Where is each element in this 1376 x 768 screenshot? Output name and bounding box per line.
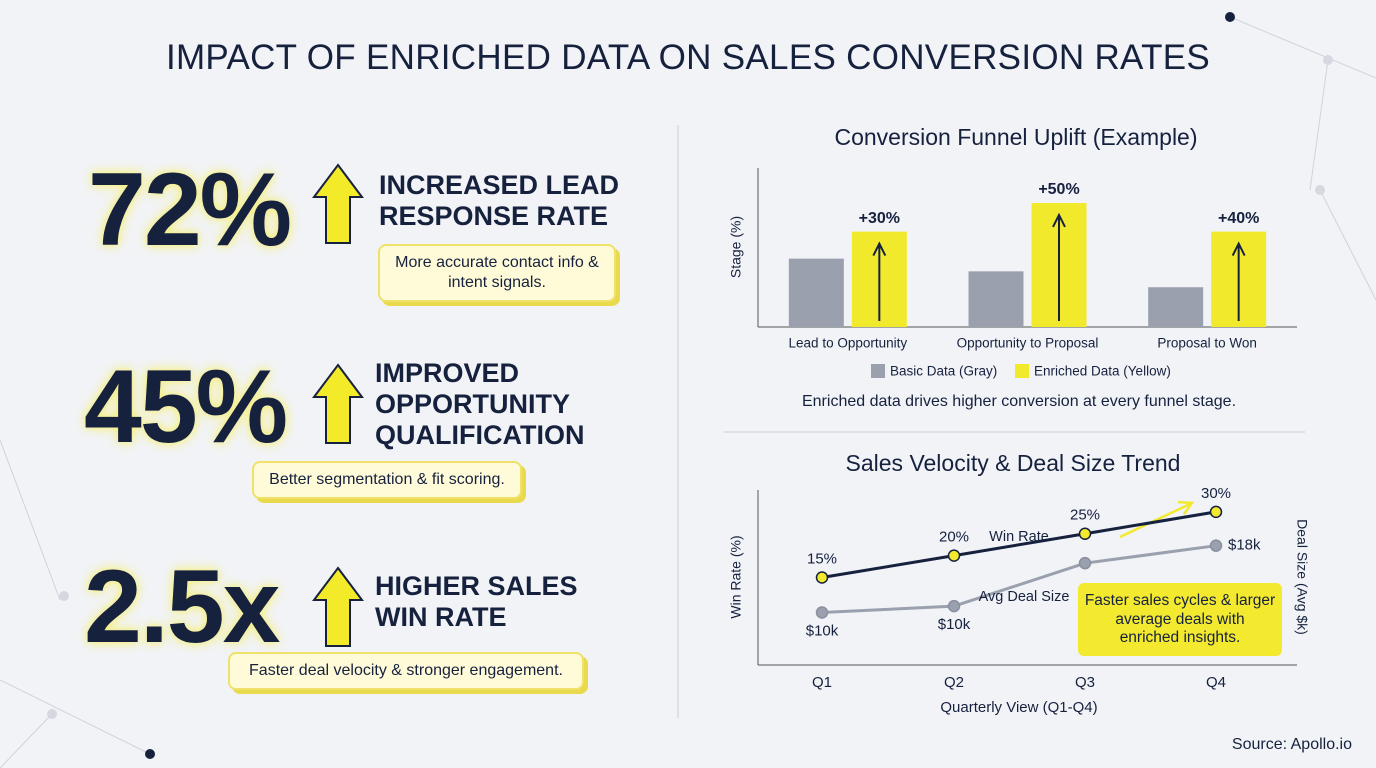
source: Source: Apollo.io [1231,736,1352,753]
stat-heading: RESPONSE RATE [379,201,609,231]
point [1209,539,1223,552]
bar-arrow [1052,212,1066,321]
series-label: Avg Deal Size [979,589,1070,605]
stat-heading: INCREASED LEAD [379,170,620,200]
decor-dots [47,12,1333,759]
stat-note: More accurate contact info & intent sign… [378,244,616,302]
value-label: $10k [938,616,971,633]
x-tick-label: Q3 [1075,674,1095,691]
callout: Faster sales cycles & larger average dea… [1078,583,1282,656]
x-tick-label: Lead to Opportunity [789,336,908,351]
value-label: $18k [1228,537,1261,554]
chart-caption: Enriched data drives higher conversion a… [802,393,1236,410]
legend-label: Basic Data (Gray) [890,364,997,379]
bar-annotation: +30% [859,210,900,227]
bar [788,258,844,327]
decor [0,16,1376,768]
series-label: Win Rate [989,529,1049,545]
bar-arrow [872,241,887,321]
point [947,599,961,613]
up-arrow [312,363,364,444]
legend-swatch [871,364,885,378]
point [815,606,829,619]
value-label: 20% [939,529,969,546]
stat-heading: OPPORTUNITY [375,389,571,419]
value-label: 30% [1201,485,1231,502]
y-axis-label: Win Rate (%) [728,535,744,618]
stat-heading: QUALIFICATION [375,420,585,450]
stat-note: Faster deal velocity & stronger engageme… [228,652,584,690]
point [1209,505,1223,519]
value-label: $10k [806,622,839,639]
stat-heading: IMPROVED [375,358,520,388]
bar-arrow [1231,241,1246,321]
value-label: 15% [807,550,837,567]
up-arrow [312,566,364,647]
x-tick-label: Proposal to Won [1157,336,1257,351]
stat-value: 2.5x [84,549,280,665]
page-title: IMPACT OF ENRICHED DATA ON SALES CONVERS… [165,38,1211,77]
up-arrow [312,163,364,244]
stat-note: Better segmentation & fit scoring. [252,461,522,499]
bar-annotation: +40% [1218,210,1259,227]
x-tick-label: Q4 [1206,674,1226,691]
point [1078,527,1092,540]
x-tick-label: Q2 [944,674,964,691]
point [815,571,829,584]
point [947,549,961,562]
stat-value: 72% [88,152,292,268]
stat-heading: HIGHER SALES [375,571,578,601]
y2-axis-label: Deal Size (Avg $k) [1294,519,1310,635]
series-line [821,510,1217,579]
chart-title: Sales Velocity & Deal Size Trend [846,450,1181,476]
x-tick-label: Opportunity to Proposal [957,336,1099,351]
x-axis-label: Quarterly View (Q1-Q4) [940,699,1097,716]
series-line [821,544,1217,614]
stat-value: 45% [84,349,288,465]
point [1078,556,1092,570]
bar [1148,287,1204,327]
trend-arrow [1119,500,1195,539]
chart-title: Conversion Funnel Uplift (Example) [834,124,1197,150]
bar-annotation: +50% [1038,181,1079,198]
stat-heading: WIN RATE [375,602,507,632]
value-label: 25% [1070,507,1100,524]
bar [968,271,1024,327]
x-tick-label: Q1 [812,674,832,691]
y-axis-label: Stage (%) [728,216,744,278]
legend-swatch [1015,364,1029,378]
legend-label: Enriched Data (Yellow) [1034,364,1171,379]
